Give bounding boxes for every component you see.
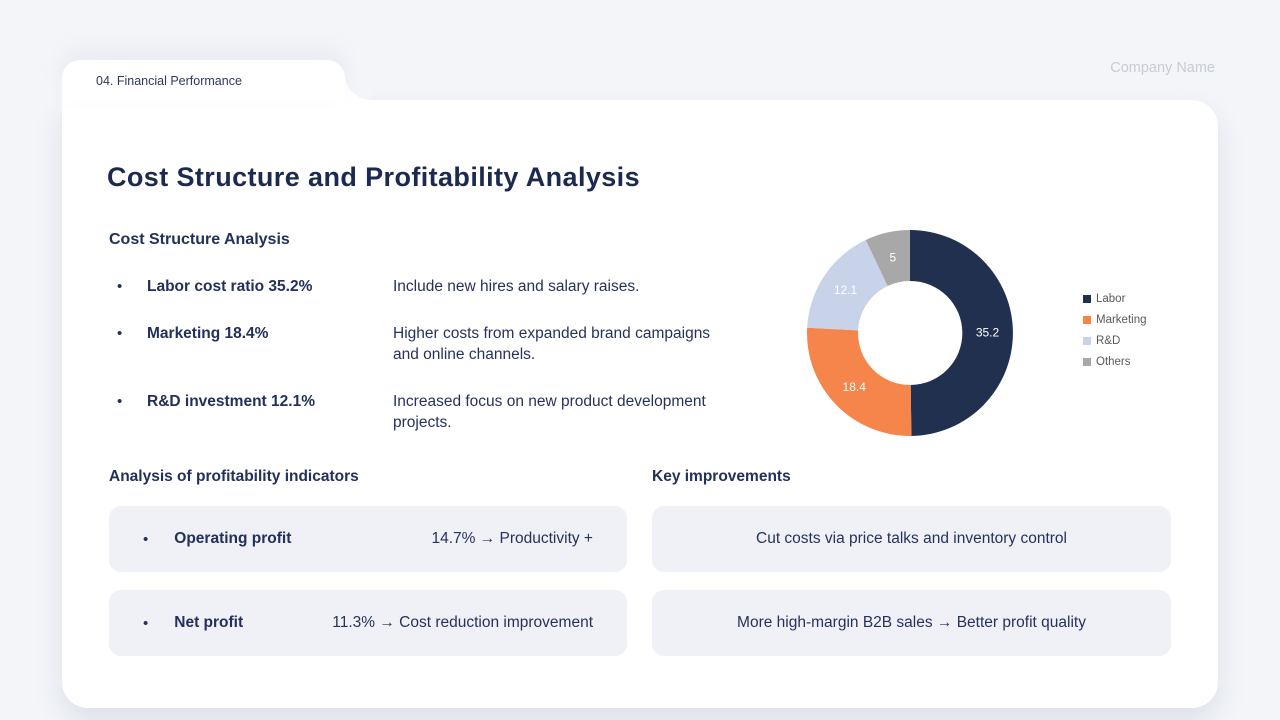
legend-label: Marketing [1096, 314, 1147, 326]
legend-label: Labor [1096, 293, 1126, 305]
donut-slice-labor [910, 230, 1013, 436]
legend-item: Marketing [1083, 313, 1147, 327]
cost-structure-list: • Labor cost ratio 35.2% Include new hir… [109, 276, 734, 459]
donut-slice-rd [807, 240, 888, 331]
slide-title: Cost Structure and Profitability Analysi… [107, 162, 640, 193]
donut-slice-marketing [806, 327, 912, 436]
donut-data-label: 5 [890, 250, 897, 264]
indicator-label: Operating profit [174, 530, 292, 547]
list-item: • R&D investment 12.1% Increased focus o… [109, 391, 734, 433]
section-tab: 04. Financial Performance [62, 60, 345, 102]
indicator-label: Net profit [174, 614, 244, 631]
donut-data-label: 35.2 [976, 326, 1000, 340]
legend-item: Others [1083, 355, 1147, 369]
improvement-text: More high-margin B2B sales → Better prof… [737, 614, 1086, 631]
indicator-value: 14.7% → Productivity + [431, 530, 593, 547]
improvement-text: Cut costs via price talks and inventory … [756, 530, 1067, 547]
cost-structure-heading: Cost Structure Analysis [109, 231, 290, 248]
legend-marker-labor [1083, 295, 1091, 303]
legend-marker-marketing [1083, 316, 1091, 324]
legend-marker-rnd [1083, 337, 1091, 345]
profitability-row-operating-profit: • Operating profit 14.7% → Productivity … [109, 506, 627, 572]
legend-item: R&D [1083, 334, 1147, 348]
bullet-icon: • [117, 325, 123, 342]
bullet-icon: • [143, 614, 149, 632]
bullet-icon: • [117, 393, 123, 410]
donut-data-label: 18.4 [843, 380, 867, 394]
donut-slice-others [865, 230, 910, 287]
cost-item-description: Increased focus on new product developme… [393, 393, 706, 431]
improvement-row: More high-margin B2B sales → Better prof… [652, 590, 1171, 656]
legend-marker-others [1083, 358, 1091, 366]
cost-item-label: R&D investment 12.1% [147, 393, 315, 410]
legend-label: R&D [1096, 335, 1121, 347]
improvements-heading: Key improvements [652, 468, 791, 485]
cost-structure-donut-chart: 35.2 18.4 12.1 5 [795, 223, 1025, 443]
cost-item-description: Higher costs from expanded brand campaig… [393, 325, 711, 363]
chart-legend: Labor Marketing R&D Others [1083, 292, 1147, 376]
bullet-icon: • [117, 278, 123, 295]
list-item: • Marketing 18.4% Higher costs from expa… [109, 323, 734, 365]
legend-label: Others [1096, 356, 1131, 368]
cost-item-description: Include new hires and salary raises. [393, 278, 640, 295]
donut-chart-svg: 35.2 18.4 12.1 5 [806, 230, 1013, 436]
indicator-value: 11.3% → Cost reduction improvement [332, 614, 593, 631]
bullet-icon: • [143, 530, 149, 548]
cost-item-label: Marketing 18.4% [147, 325, 269, 342]
profitability-heading: Analysis of profitability indicators [109, 468, 359, 485]
company-name: Company Name [1110, 60, 1215, 76]
cost-item-label: Labor cost ratio 35.2% [147, 278, 313, 295]
section-tab-label: 04. Financial Performance [96, 74, 242, 88]
profitability-row-net-profit: • Net profit 11.3% → Cost reduction impr… [109, 590, 627, 656]
list-item: • Labor cost ratio 35.2% Include new hir… [109, 276, 734, 297]
donut-data-label: 12.1 [834, 283, 858, 297]
improvement-row: Cut costs via price talks and inventory … [652, 506, 1171, 572]
tab-fillet [345, 74, 371, 100]
legend-item: Labor [1083, 292, 1147, 306]
